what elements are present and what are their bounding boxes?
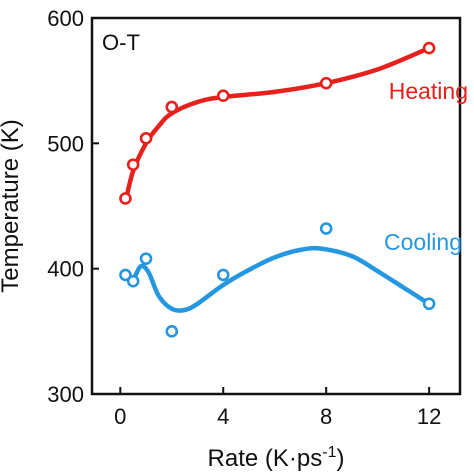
cooling-point (422, 297, 436, 311)
plot-area (90, 16, 462, 396)
heating-point (319, 76, 333, 90)
series-labels: Heating Cooling (384, 78, 468, 255)
x-tick-label: 8 (320, 404, 332, 429)
heating-point (165, 100, 179, 114)
cooling-point (139, 252, 153, 265)
x-tick-label: 12 (417, 404, 441, 429)
cooling-fit-line (123, 245, 432, 313)
y-tick-label: 300 (47, 382, 84, 407)
plot-frame (90, 16, 462, 396)
axis-ticks: 0 4 8 12 300 400 500 600 (47, 6, 441, 429)
cooling-point (119, 268, 132, 282)
heating-label: Heating (389, 78, 468, 104)
cooling-point (126, 274, 140, 288)
x-axis-title-main: Rate (K·ps (208, 445, 323, 472)
heating-point (422, 41, 436, 55)
heating-point (216, 89, 230, 103)
panel-label: O-T (102, 30, 140, 55)
data-points (119, 41, 436, 338)
y-axis-title: Temperature (K) (0, 119, 24, 292)
x-axis-title: Rate (K·ps-1) (208, 444, 345, 472)
cooling-point (165, 325, 179, 338)
cooling-point (216, 268, 230, 282)
y-tick-label: 500 (47, 131, 84, 156)
x-axis-title-close: ) (336, 445, 344, 472)
fit-curves (123, 45, 432, 313)
x-axis-title-superscript: -1 (322, 444, 336, 461)
heating-point (126, 158, 140, 171)
y-tick-label: 600 (47, 6, 84, 31)
heating-point (119, 192, 132, 205)
heating-point (139, 132, 153, 145)
x-tick-label: 4 (217, 404, 229, 429)
cooling-point (319, 222, 333, 235)
y-tick-label: 400 (47, 257, 84, 282)
x-tick-label: 0 (114, 404, 126, 429)
heating-fit-line (123, 45, 432, 205)
cooling-label: Cooling (384, 229, 462, 255)
